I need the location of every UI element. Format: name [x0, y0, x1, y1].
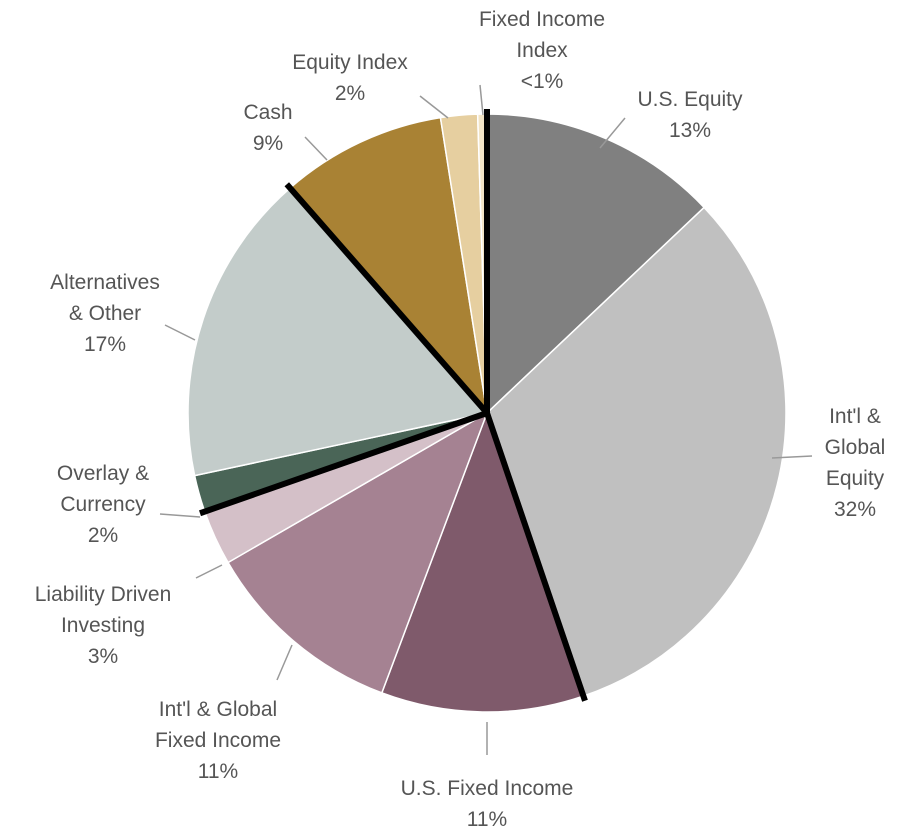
- group-separator: [484, 412, 588, 702]
- slice-name: Int'l & Global Equity: [824, 405, 886, 490]
- slice-value: 32%: [833, 498, 877, 521]
- slice-value: 13%: [668, 119, 712, 142]
- pie-slice: [227, 411, 489, 694]
- slice-label: Cash 9%: [228, 97, 308, 159]
- leader-line: [276, 644, 293, 681]
- leader-line: [304, 136, 328, 161]
- slice-label: U.S. Fixed Income 11%: [357, 773, 617, 834]
- slice-value: 9%: [252, 132, 284, 155]
- group-separator: [199, 410, 488, 517]
- slice-label: Fixed Income Index <1%: [472, 4, 612, 97]
- slice-name: Int'l & Global Fixed Income: [154, 698, 282, 752]
- slice-name: U.S. Fixed Income: [400, 777, 574, 800]
- slice-label: Int'l & Global Equity 32%: [808, 401, 903, 525]
- slice-name: Equity Index: [292, 51, 408, 74]
- pie-slice: [187, 186, 489, 477]
- pie-slice: [380, 410, 585, 713]
- slice-value: 17%: [83, 333, 127, 356]
- leader-line: [599, 117, 626, 149]
- pie-slice: [486, 113, 706, 415]
- slice-label: Liability Driven Investing 3%: [13, 579, 193, 672]
- slice-label: Overlay & Currency 2%: [47, 458, 159, 551]
- slice-value: 2%: [334, 82, 366, 105]
- slice-label: Equity Index 2%: [280, 47, 420, 109]
- slice-value: <1%: [520, 70, 564, 93]
- leader-line: [164, 324, 196, 341]
- slice-label: Int'l & Global Fixed Income 11%: [143, 694, 293, 787]
- leader-line: [771, 455, 813, 459]
- leader-line: [159, 513, 201, 518]
- group-separator: [284, 182, 490, 415]
- slice-label: U.S. Equity 13%: [590, 84, 790, 146]
- slice-value: 3%: [87, 645, 119, 668]
- slice-value: 2%: [87, 524, 119, 547]
- leader-line: [419, 95, 449, 119]
- leader-line: [479, 84, 484, 116]
- slice-name: Liability Driven Investing: [34, 583, 172, 637]
- slice-label: Alternatives & Other 17%: [41, 267, 169, 360]
- slice-name: Alternatives & Other: [50, 271, 160, 325]
- slice-name: Overlay & Currency: [56, 462, 150, 516]
- slice-value: 11%: [466, 808, 508, 831]
- slice-name: Fixed Income Index: [478, 8, 606, 62]
- slice-name: Cash: [243, 101, 293, 124]
- slice-name: U.S. Equity: [637, 88, 743, 111]
- pie-slice: [486, 206, 787, 697]
- pie-slice: [289, 116, 489, 416]
- slice-value: 11%: [197, 760, 239, 783]
- leader-line: [195, 564, 223, 579]
